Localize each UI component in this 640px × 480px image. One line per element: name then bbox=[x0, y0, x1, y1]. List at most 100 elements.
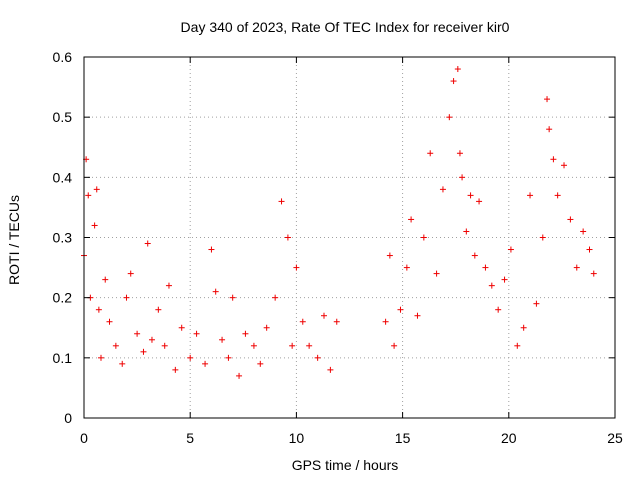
x-tick-label: 5 bbox=[186, 430, 194, 446]
data-point bbox=[236, 372, 243, 379]
data-point bbox=[539, 234, 546, 241]
data-point bbox=[507, 246, 514, 253]
data-point bbox=[299, 318, 306, 325]
data-point bbox=[471, 252, 478, 259]
data-point bbox=[546, 126, 553, 133]
data-point bbox=[439, 186, 446, 193]
data-point bbox=[91, 222, 98, 229]
x-tick-label: 10 bbox=[289, 430, 305, 446]
data-point bbox=[144, 240, 151, 247]
chart-title: Day 340 of 2023, Rate Of TEC Index for r… bbox=[181, 19, 510, 35]
data-point bbox=[467, 192, 474, 199]
data-point bbox=[93, 186, 100, 193]
data-point bbox=[165, 282, 172, 289]
data-point bbox=[333, 318, 340, 325]
grid-lines bbox=[84, 57, 615, 418]
data-point bbox=[514, 342, 521, 349]
data-point bbox=[187, 354, 194, 361]
data-point bbox=[573, 264, 580, 271]
data-point bbox=[278, 198, 285, 205]
data-point bbox=[495, 306, 502, 313]
data-point bbox=[178, 324, 185, 331]
data-point bbox=[414, 312, 421, 319]
data-point bbox=[123, 294, 130, 301]
x-tick-label: 0 bbox=[80, 430, 88, 446]
x-tick-label: 20 bbox=[501, 430, 517, 446]
y-tick-label: 0.5 bbox=[53, 109, 73, 125]
data-point bbox=[212, 288, 219, 295]
y-tick-label: 0.3 bbox=[53, 230, 73, 246]
data-point bbox=[263, 324, 270, 331]
data-point bbox=[454, 66, 461, 73]
y-tick-label: 0.6 bbox=[53, 49, 73, 65]
data-point bbox=[386, 252, 393, 259]
data-point bbox=[488, 282, 495, 289]
data-point bbox=[527, 192, 534, 199]
x-axis-label: GPS time / hours bbox=[292, 457, 399, 473]
data-point bbox=[140, 348, 147, 355]
data-point bbox=[403, 264, 410, 271]
data-point bbox=[289, 342, 296, 349]
data-point bbox=[148, 336, 155, 343]
data-point bbox=[590, 270, 597, 277]
data-point bbox=[134, 330, 141, 337]
data-point bbox=[102, 276, 109, 283]
data-point bbox=[450, 78, 457, 85]
data-point bbox=[554, 192, 561, 199]
y-tick-label: 0.2 bbox=[53, 290, 73, 306]
data-point bbox=[459, 174, 466, 181]
data-point bbox=[85, 192, 92, 199]
data-point bbox=[327, 366, 334, 373]
data-point bbox=[580, 228, 587, 235]
data-point bbox=[427, 150, 434, 157]
plot-frame bbox=[83, 56, 616, 419]
data-point bbox=[242, 330, 249, 337]
data-point bbox=[550, 156, 557, 163]
data-point bbox=[172, 366, 179, 373]
data-points bbox=[81, 66, 597, 379]
x-tick-label: 25 bbox=[607, 430, 623, 446]
data-point bbox=[225, 354, 232, 361]
data-point bbox=[321, 312, 328, 319]
data-point bbox=[208, 246, 215, 253]
data-point bbox=[193, 330, 200, 337]
data-point bbox=[567, 216, 574, 223]
data-point bbox=[293, 264, 300, 271]
data-point bbox=[161, 342, 168, 349]
data-point bbox=[482, 264, 489, 271]
data-point bbox=[561, 162, 568, 169]
data-point bbox=[397, 306, 404, 313]
data-point bbox=[306, 342, 313, 349]
data-point bbox=[284, 234, 291, 241]
y-tick-label: 0.4 bbox=[53, 169, 73, 185]
axis-ticks: 0 5 10 15 20 25 0 0.1 0.2 0.3 0.4 0.5 0.6 bbox=[53, 49, 623, 446]
data-point bbox=[127, 270, 134, 277]
data-point bbox=[456, 150, 463, 157]
data-point bbox=[446, 114, 453, 121]
data-point bbox=[314, 354, 321, 361]
data-point bbox=[408, 216, 415, 223]
data-point bbox=[433, 270, 440, 277]
data-point bbox=[420, 234, 427, 241]
data-point bbox=[250, 342, 257, 349]
data-point bbox=[95, 306, 102, 313]
data-point bbox=[463, 228, 470, 235]
data-point bbox=[476, 198, 483, 205]
data-point bbox=[119, 360, 126, 367]
data-point bbox=[586, 246, 593, 253]
data-point bbox=[382, 318, 389, 325]
data-point bbox=[112, 342, 119, 349]
data-point bbox=[533, 300, 540, 307]
data-point bbox=[391, 342, 398, 349]
data-point bbox=[257, 360, 264, 367]
y-tick-label: 0.1 bbox=[53, 350, 73, 366]
data-point bbox=[202, 360, 209, 367]
data-point bbox=[106, 318, 113, 325]
data-point bbox=[501, 276, 508, 283]
data-point bbox=[520, 324, 527, 331]
data-point bbox=[155, 306, 162, 313]
data-point bbox=[97, 354, 104, 361]
data-point bbox=[272, 294, 279, 301]
data-point bbox=[544, 96, 551, 103]
